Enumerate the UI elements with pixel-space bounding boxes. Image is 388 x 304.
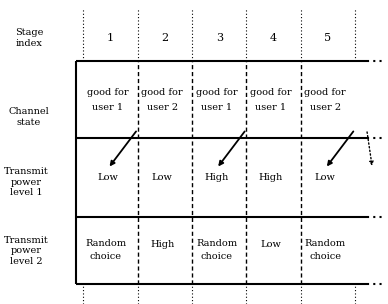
Text: user 1: user 1 bbox=[92, 103, 123, 112]
Text: 2: 2 bbox=[161, 33, 168, 43]
Text: good for: good for bbox=[141, 88, 183, 97]
Text: Transmit
power
level 1: Transmit power level 1 bbox=[4, 168, 49, 197]
Text: Random: Random bbox=[196, 239, 237, 248]
Text: Low: Low bbox=[152, 173, 173, 182]
Text: user 1: user 1 bbox=[201, 103, 232, 112]
Text: Low: Low bbox=[315, 173, 336, 182]
Text: good for: good for bbox=[304, 88, 346, 97]
Text: choice: choice bbox=[309, 252, 341, 261]
Text: user 1: user 1 bbox=[255, 103, 286, 112]
Text: Low: Low bbox=[97, 173, 118, 182]
Text: High: High bbox=[150, 240, 174, 249]
Text: good for: good for bbox=[196, 88, 237, 97]
Text: Channel
state: Channel state bbox=[9, 107, 50, 127]
Text: 5: 5 bbox=[324, 33, 331, 43]
Text: Random: Random bbox=[305, 239, 346, 248]
Text: choice: choice bbox=[90, 252, 121, 261]
Text: choice: choice bbox=[201, 252, 232, 261]
Text: High: High bbox=[204, 173, 229, 182]
Text: good for: good for bbox=[250, 88, 292, 97]
Text: High: High bbox=[259, 173, 283, 182]
Text: 1: 1 bbox=[107, 33, 114, 43]
Text: Low: Low bbox=[260, 240, 281, 249]
Text: 3: 3 bbox=[216, 33, 223, 43]
Text: user 2: user 2 bbox=[147, 103, 178, 112]
Text: 4: 4 bbox=[270, 33, 277, 43]
Text: Stage
index: Stage index bbox=[15, 28, 43, 48]
Text: Random: Random bbox=[85, 239, 126, 248]
Text: user 2: user 2 bbox=[310, 103, 341, 112]
Text: Transmit
power
level 2: Transmit power level 2 bbox=[4, 236, 49, 266]
Text: good for: good for bbox=[87, 88, 129, 97]
